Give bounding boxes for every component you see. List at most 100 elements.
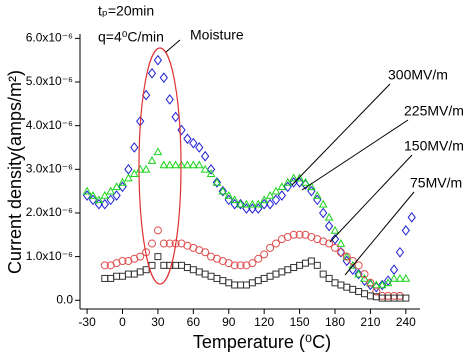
marker (389, 273, 399, 282)
annotation-leader (165, 39, 181, 53)
marker (148, 239, 157, 248)
marker (253, 199, 263, 208)
marker (212, 177, 222, 188)
legend-label: 150MV/m (404, 138, 464, 154)
legend-leader (344, 191, 415, 276)
marker (171, 160, 180, 169)
marker (189, 137, 198, 149)
marker (142, 266, 150, 274)
marker (118, 256, 127, 265)
marker (237, 281, 245, 289)
x-tick-label: 30 (151, 315, 165, 329)
marker (165, 239, 174, 248)
marker (407, 212, 416, 223)
marker (354, 261, 363, 270)
marker (336, 238, 346, 247)
marker (201, 270, 209, 278)
marker (395, 273, 405, 282)
marker (130, 270, 138, 278)
marker (277, 190, 287, 201)
marker (366, 278, 375, 287)
marker (224, 190, 234, 199)
marker (206, 164, 216, 175)
marker (266, 272, 274, 280)
marker (284, 266, 292, 274)
marker (230, 195, 240, 204)
marker (159, 239, 168, 248)
marker (330, 225, 340, 234)
marker (272, 270, 280, 278)
marker (147, 67, 157, 79)
marker (195, 268, 203, 276)
marker (113, 272, 121, 280)
marker (206, 169, 216, 177)
marker (159, 72, 168, 83)
marker (159, 160, 169, 169)
marker (153, 226, 162, 235)
moisture-ellipse (138, 47, 182, 285)
marker (195, 142, 204, 153)
marker (231, 281, 239, 289)
marker (112, 190, 121, 201)
marker (354, 269, 363, 278)
legend-leader (291, 83, 391, 186)
marker (355, 288, 363, 296)
marker (360, 270, 369, 279)
marker (136, 268, 144, 276)
marker (330, 233, 340, 245)
marker (331, 243, 339, 252)
marker (101, 274, 109, 282)
marker (130, 142, 139, 153)
x-tick-label: 150 (290, 315, 310, 329)
marker (336, 248, 345, 257)
x-tick-label: 210 (360, 315, 380, 329)
marker (254, 254, 263, 263)
marker (360, 273, 369, 282)
marker (319, 270, 327, 278)
marker (100, 190, 110, 199)
annotation: q=4⁰C/min (98, 29, 164, 45)
y-tick-label: 2.0x10⁻⁶ (26, 205, 73, 219)
marker (349, 285, 357, 293)
marker (165, 94, 174, 105)
marker (148, 261, 156, 269)
marker (141, 164, 151, 173)
marker (325, 274, 333, 282)
marker (378, 279, 387, 291)
marker (236, 261, 245, 270)
marker (331, 279, 339, 287)
marker (402, 294, 410, 302)
marker (94, 195, 104, 204)
marker (107, 274, 115, 282)
marker (319, 207, 328, 219)
marker (242, 281, 250, 289)
marker (342, 252, 352, 260)
marker (366, 278, 375, 287)
marker (183, 133, 192, 145)
y-tick-label: 0.0 (56, 292, 73, 306)
marker (401, 225, 410, 236)
marker (177, 124, 186, 136)
marker (295, 230, 304, 239)
marker (377, 280, 387, 289)
marker (265, 190, 275, 199)
marker (218, 185, 227, 197)
x-tick-label: 60 (187, 315, 201, 329)
marker (289, 173, 299, 182)
marker (212, 177, 222, 186)
marker (124, 173, 133, 182)
marker (153, 54, 163, 66)
marker (218, 186, 228, 195)
marker (366, 292, 374, 300)
marker (178, 261, 186, 269)
marker (312, 190, 322, 199)
marker (260, 274, 268, 282)
y-tick-label: 3.0x10⁻⁶ (26, 161, 73, 175)
marker (336, 246, 346, 258)
marker (194, 160, 204, 169)
marker (219, 277, 227, 285)
marker (296, 261, 304, 269)
legend-label: 75MV/m (410, 175, 462, 191)
marker (147, 156, 157, 164)
